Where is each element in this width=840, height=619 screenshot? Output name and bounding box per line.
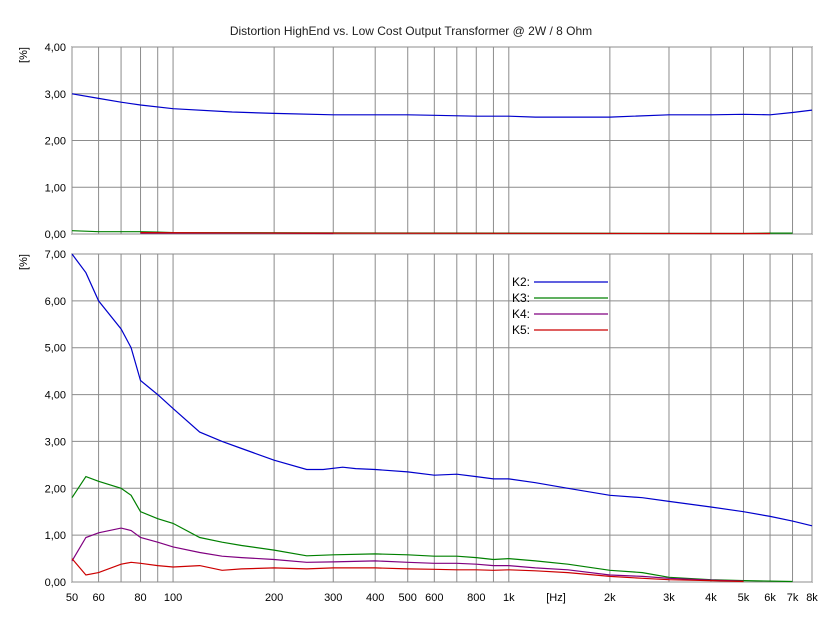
y-tick-label: 5,00 [45,343,66,355]
y-tick-label: 7,00 [45,249,66,261]
x-tick-label: 100 [164,592,182,604]
x-tick-label: 50 [66,592,78,604]
series-line-k4 [71,527,744,582]
chart-title: Distortion HighEnd vs. Low Cost Output T… [230,24,592,38]
x-tick-label: 7k [787,592,799,604]
x-tick-label: 6k [764,592,776,604]
y-tick-label: 0,00 [45,229,66,241]
x-tick-label: 500 [399,592,417,604]
x-tick-label: 1k [503,592,515,604]
y-tick-label: 4,00 [45,42,66,54]
series-line-k2 [71,253,813,527]
y-tick-label: 3,00 [45,89,66,101]
x-tick-label: 3k [663,592,675,604]
x-tick-label: 5k [738,592,750,604]
y-tick-label: 1,00 [45,530,66,542]
x-tick-label: 80 [134,592,146,604]
x-tick-label: 60 [92,592,104,604]
x-tick-label: 800 [467,592,485,604]
series-line-k3 [71,475,793,583]
plot-panels: 0,00 1,00 2,00 3,00 4,00 [%] 0,00 1,00 2,00 3,00 4… [18,42,813,589]
x-tick-label: 200 [265,592,283,604]
x-axis: 50 60 80 100 200 300 400 500 600 800 1k 2k 3k 4k 5k 6k 7… [66,592,818,604]
x-tick-label: 600 [425,592,443,604]
y-tick-label: 1,00 [45,182,66,194]
y-tick-label: 6,00 [45,296,66,308]
y-tick-label: 2,00 [45,136,66,148]
series-line-k5 [71,558,744,583]
plot-frame [71,253,813,583]
y-axis-label: [%] [18,47,30,63]
legend-label-k3: K3: [512,291,530,305]
x-tick-label: 2k [604,592,616,604]
y-tick-label: 4,00 [45,390,66,402]
legend-label-k5: K5: [512,323,530,337]
x-axis-label: [Hz] [546,592,566,604]
plot-panel-1: 0,00 1,00 2,00 3,00 4,00 [%] [18,42,813,241]
y-tick-label: 2,00 [45,483,66,495]
y-tick-label: 0,00 [45,577,66,589]
plot-panel-2: 0,00 1,00 2,00 3,00 4,00 5,00 6,00 7,00 [%] K2: K3… [18,249,813,589]
legend-label-k2: K2: [512,275,530,289]
x-tick-label: 4k [705,592,717,604]
x-tick-label: 400 [366,592,384,604]
x-tick-label: 8k [806,592,818,604]
legend-label-k4: K4: [512,307,530,321]
y-axis-label: [%] [18,254,30,270]
y-tick-label: 3,00 [45,436,66,448]
x-tick-label: 300 [324,592,342,604]
series-line-k5 [140,232,771,235]
series-line-k2 [71,93,813,118]
